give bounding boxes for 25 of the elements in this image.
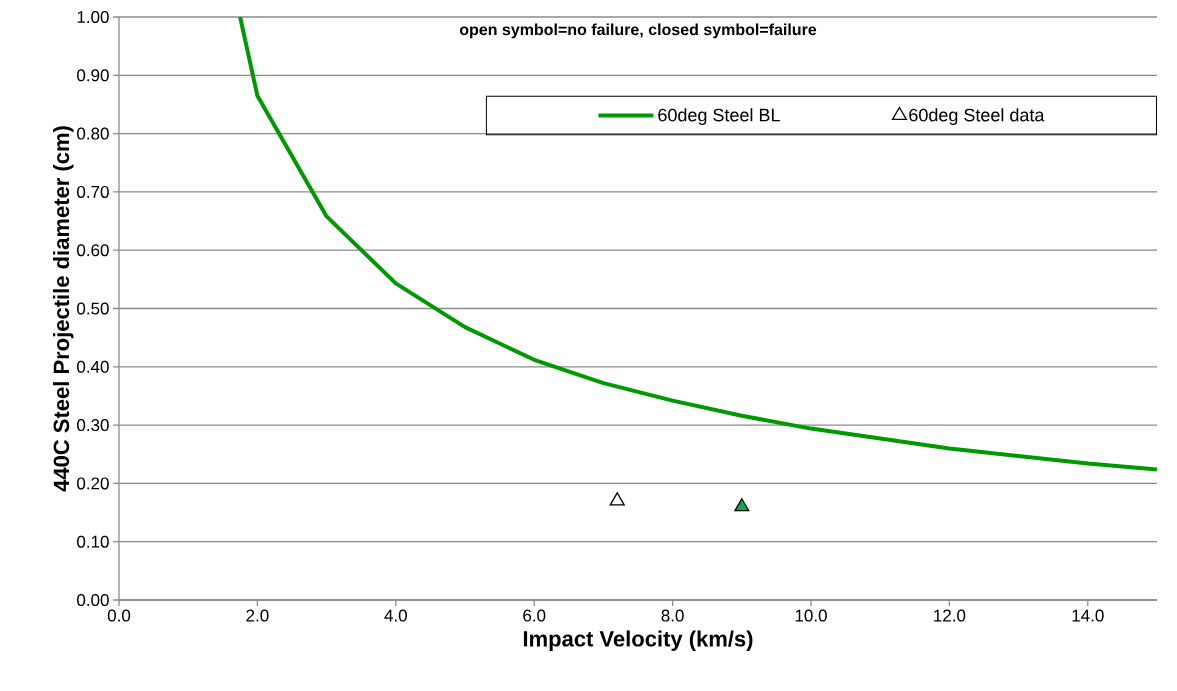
y-tick-label: 1.00 (77, 10, 109, 24)
y-tick-label: 0.60 (77, 244, 109, 257)
x-tick-label: 14.0 (1072, 609, 1104, 622)
x-axis-title: Impact Velocity (km/s) (523, 630, 753, 651)
y-tick-label: 0.90 (77, 69, 109, 82)
legend-label: 60deg Steel data (909, 108, 1045, 125)
y-tick-label: 0.40 (77, 360, 109, 373)
y-axis-title: 440C Steel Projectile diameter (cm) (53, 126, 74, 492)
line-series (238, 17, 1157, 472)
x-tick-label: 8.0 (661, 609, 684, 622)
y-tick-label: 0.30 (77, 419, 109, 432)
x-tick-label: 10.0 (795, 609, 827, 622)
y-tick-label: 0.70 (77, 185, 109, 198)
x-tick-label: 6.0 (523, 609, 546, 622)
legend-label: 60deg Steel BL (658, 108, 780, 125)
x-tick-label: 2.0 (246, 609, 269, 622)
x-tick-label: 12.0 (934, 609, 966, 622)
y-tick-label: 0.50 (77, 302, 109, 315)
y-tick-label: 0.80 (77, 127, 109, 140)
y-tick-label: 0.00 (77, 593, 109, 607)
x-tick-label: 4.0 (384, 609, 407, 622)
y-tick-label: 0.10 (77, 535, 109, 548)
x-tick-label: 0.0 (107, 609, 131, 622)
y-tick-label: 0.20 (77, 477, 109, 490)
chart-subtitle: open symbol=no failure, closed symbol=failure (459, 23, 817, 39)
